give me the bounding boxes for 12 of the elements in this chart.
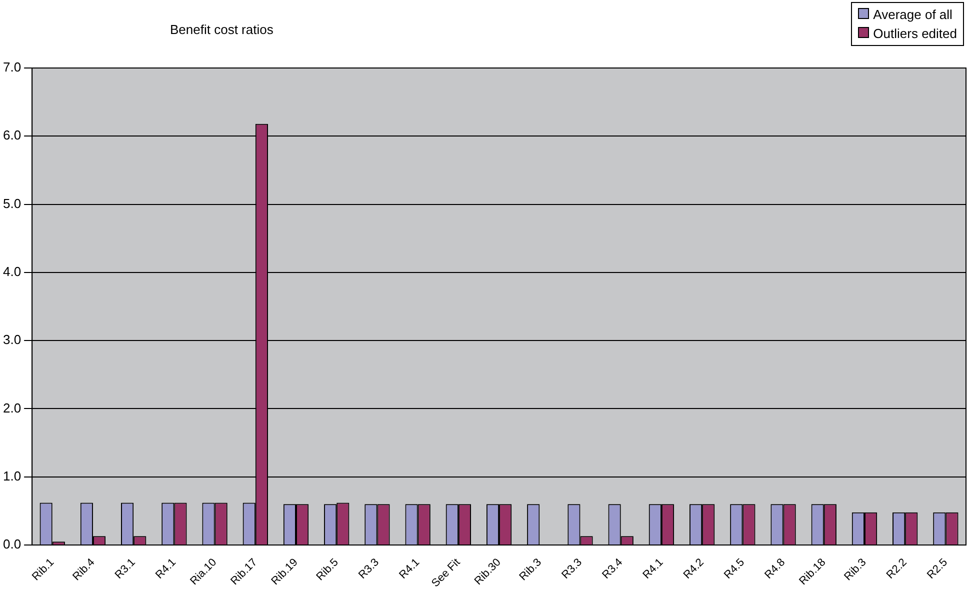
y-tick-label: 0.0 [2, 536, 22, 552]
y-tick-label: 3.0 [2, 332, 22, 348]
y-tick-label: 6.0 [2, 128, 22, 143]
y-tick-label: 4.0 [2, 264, 22, 280]
x-tick-label: See Fit [430, 556, 463, 590]
y-tick-label: 1.0 [2, 468, 22, 484]
y-tick-label: 2.0 [2, 400, 22, 416]
chart-title: Benefit cost ratios [170, 22, 274, 37]
legend-label: Outliers edited [872, 25, 957, 43]
y-tick-label: 5.0 [2, 196, 22, 211]
legend-label: Average of all [872, 6, 954, 24]
y-tick-label: 7.0 [2, 60, 22, 75]
